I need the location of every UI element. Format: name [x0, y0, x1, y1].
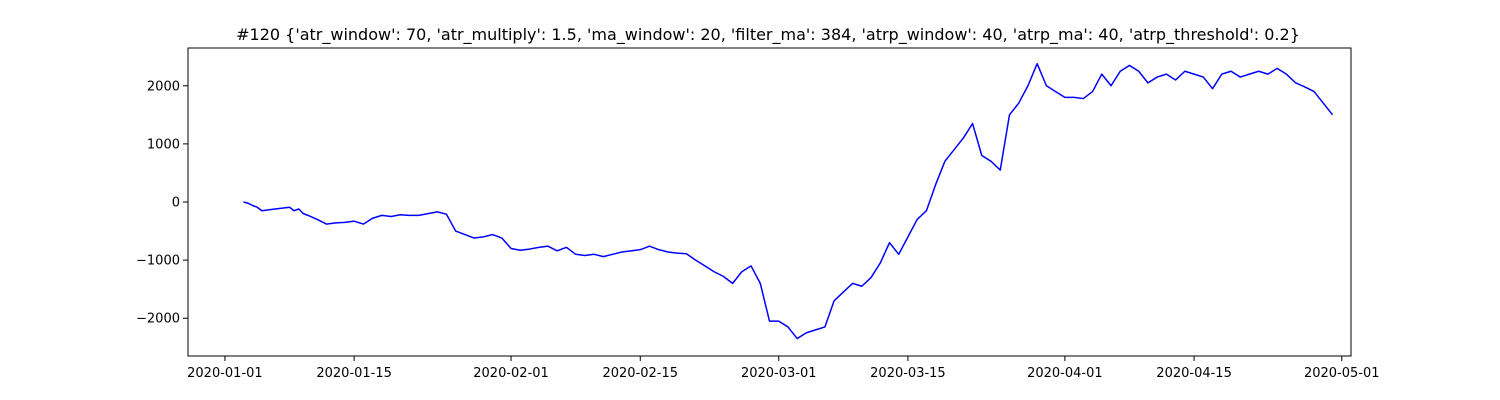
- y-tick-label: 2000: [147, 79, 180, 94]
- x-axis: 2020-01-01 2020-01-15 2020-02-01 2020-02-15…: [187, 356, 1380, 381]
- plot-area: [243, 62, 1334, 340]
- axes-frame: [187, 47, 1352, 357]
- x-tick-label: 2020-05-01: [1304, 366, 1380, 381]
- y-tick-label: 1000: [147, 137, 180, 152]
- x-tick-label: 2020-03-01: [741, 366, 817, 381]
- x-tick-label: 2020-02-01: [473, 366, 549, 381]
- y-tick-label: −2000: [136, 312, 180, 327]
- x-tick-label: 2020-02-15: [602, 366, 678, 381]
- y-tick-label: −1000: [136, 254, 180, 269]
- chart-title: #120 {'atr_window': 70, 'atr_multiply': …: [236, 25, 1300, 45]
- y-axis: −2000 −1000 0 1000 2000: [136, 79, 188, 327]
- x-tick-label: 2020-04-15: [1156, 366, 1232, 381]
- x-tick-label: 2020-03-15: [870, 366, 946, 381]
- series-line-0: [243, 62, 1334, 340]
- x-tick-label: 2020-04-01: [1027, 366, 1103, 381]
- x-tick-label: 2020-01-01: [187, 366, 263, 381]
- x-tick-label: 2020-01-15: [316, 366, 392, 381]
- y-tick-label: 0: [172, 196, 180, 211]
